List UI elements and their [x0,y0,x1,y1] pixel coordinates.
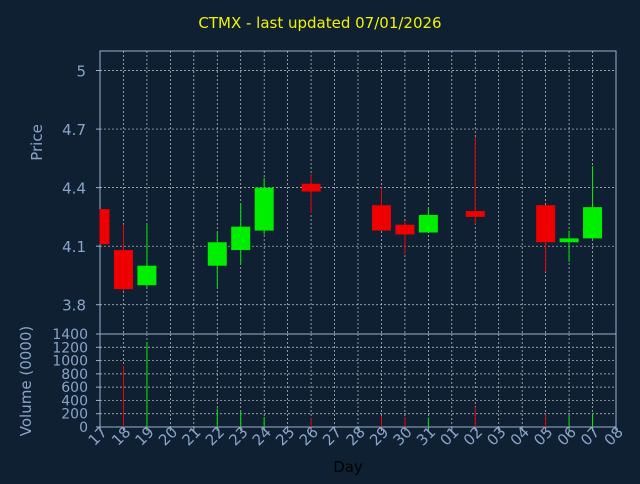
candle-body-02 [465,211,485,217]
volume-tick-label: 1400 [52,327,88,343]
candle-body-18 [113,250,133,290]
volume-tick-label: 1000 [52,354,88,370]
price-tick-label: 4.1 [62,238,86,256]
volume-tick-label: 0 [79,420,88,436]
candle-body-05 [536,205,556,243]
volume-axis-title: Volume (0000) [17,326,35,436]
x-axis-title: Day [333,458,363,476]
candle-body-07 [583,207,603,239]
volume-tick-label: 800 [61,367,88,383]
candle-body-19 [137,265,157,286]
price-tick-label: 5 [76,63,86,81]
volume-tick-label: 200 [61,407,88,423]
candle-body-22 [207,242,227,266]
chart-title: CTMX - last updated 07/01/2026 [198,14,442,32]
candle-body-29 [371,205,391,231]
candle-body-30 [395,224,415,235]
volume-tick-label: 400 [61,393,88,409]
volume-tick-label: 600 [61,380,88,396]
candle-body-06 [559,238,579,243]
candle-body-23 [231,226,251,251]
candle-body-17 [100,209,110,245]
price-axis-title: Price [28,124,46,161]
price-tick-label: 4.4 [62,180,86,198]
price-tick-label: 3.8 [62,297,86,315]
candle-body-31 [418,214,438,233]
price-tick-label: 4.7 [62,121,86,139]
volume-tick-label: 1200 [52,340,88,356]
candle-body-26 [301,183,321,192]
candle-body-24 [254,187,274,231]
